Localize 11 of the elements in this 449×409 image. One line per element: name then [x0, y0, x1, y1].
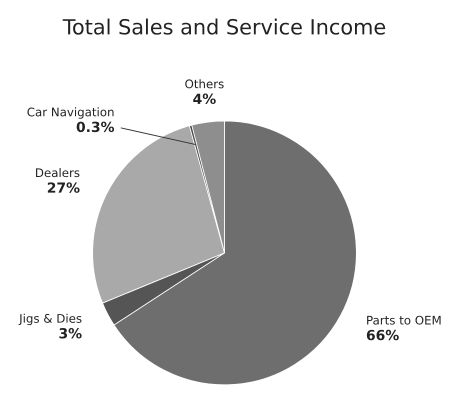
data-label: 27% [48, 182, 80, 193]
slice-label: Parts to OEM [367, 316, 441, 325]
data-label: 66% [366, 330, 399, 340]
slice-label: Jigs & Dies [18, 314, 82, 326]
data-label: 0.3% [76, 122, 114, 132]
data-label: 4% [193, 94, 216, 104]
slice-label: Dealers [36, 168, 80, 178]
chart-title: Total Sales and Service Income [62, 18, 386, 35]
slice-label: Others [185, 79, 224, 88]
data-label: 3% [59, 328, 82, 339]
slice-label: Car Navigation [27, 107, 114, 119]
